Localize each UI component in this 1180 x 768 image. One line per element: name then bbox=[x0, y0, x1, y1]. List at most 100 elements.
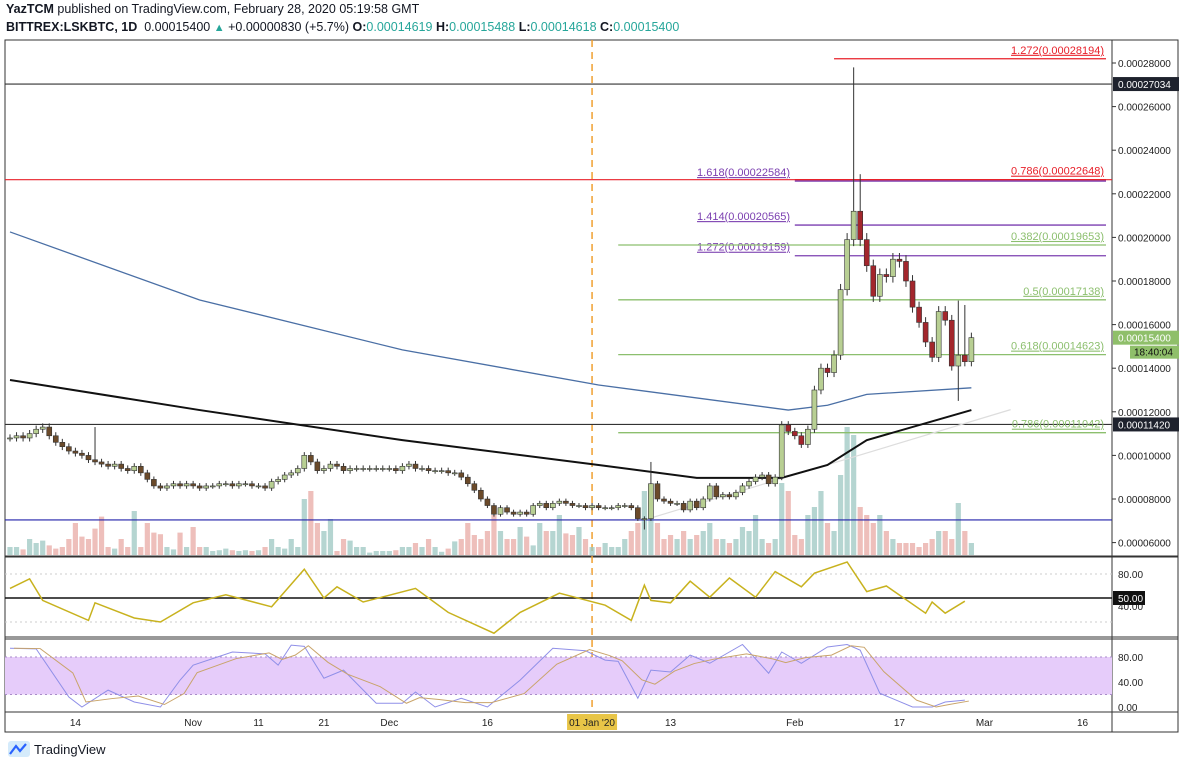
candle-body bbox=[236, 483, 242, 487]
last-price: 0.00015400 bbox=[144, 20, 211, 34]
candle-body bbox=[661, 498, 667, 502]
fib-level-label: 1.618(0.00022584) bbox=[697, 167, 790, 179]
volume-bar bbox=[883, 531, 889, 555]
candle-body bbox=[550, 503, 556, 509]
volume-bar bbox=[40, 540, 46, 555]
volume-bar bbox=[255, 550, 262, 555]
time-axis-highlight bbox=[567, 714, 618, 730]
candle-body bbox=[674, 503, 680, 505]
moving-average-blue-line bbox=[9, 231, 972, 411]
volume-bar bbox=[949, 539, 955, 555]
volume-bar bbox=[582, 539, 589, 555]
volume-bar bbox=[72, 523, 78, 555]
volume-bar bbox=[399, 547, 405, 555]
candle-body bbox=[347, 468, 353, 471]
candle-body bbox=[641, 518, 648, 520]
volume-bar bbox=[367, 552, 373, 555]
candle-body bbox=[831, 354, 837, 373]
time-axis-label: 11 bbox=[253, 718, 264, 729]
volume-bar bbox=[216, 550, 222, 555]
volume-bar bbox=[792, 535, 798, 555]
time-axis-label: Mar bbox=[976, 718, 994, 729]
volume-bar bbox=[752, 515, 759, 555]
volume-bar bbox=[589, 547, 595, 555]
fib-level-label: 0.618(0.00014623) bbox=[1011, 341, 1104, 353]
candle-body bbox=[942, 311, 949, 321]
candle-body bbox=[824, 367, 831, 373]
volume-bar bbox=[288, 539, 294, 555]
candle-body bbox=[844, 239, 850, 291]
candle-body bbox=[216, 483, 223, 487]
volume-bar bbox=[851, 435, 857, 555]
moving-average-black-line bbox=[9, 378, 972, 479]
candle-body bbox=[739, 485, 746, 493]
volume-bar bbox=[203, 547, 209, 555]
volume-bar bbox=[622, 539, 628, 555]
symbol-name: BITTREX:LSKBTC, 1D bbox=[6, 20, 138, 34]
volume-bar bbox=[425, 539, 432, 555]
volume-bar bbox=[190, 527, 196, 555]
fib-level-label: 0.786(0.00022648) bbox=[1011, 166, 1104, 178]
candle-body bbox=[909, 280, 916, 308]
volume-bar bbox=[360, 547, 366, 555]
open-label: O: bbox=[352, 20, 367, 34]
volume-bar bbox=[419, 547, 425, 555]
volume-bar bbox=[837, 475, 844, 555]
volume-bar bbox=[177, 532, 183, 555]
publish-text: published on TradingView.com, February 2… bbox=[57, 2, 420, 16]
candle-body bbox=[837, 289, 844, 356]
candle-body bbox=[805, 428, 811, 445]
tradingview-logo[interactable]: TradingView bbox=[8, 741, 106, 757]
volume-bar bbox=[314, 523, 320, 555]
level-price-tag: 0.00011420 bbox=[1118, 420, 1171, 431]
candle-body bbox=[118, 463, 124, 469]
volume-bar bbox=[681, 531, 687, 555]
symbol-info: BITTREX:LSKBTC, 1D 0.00015400 ▲ +0.00000… bbox=[6, 20, 679, 34]
volume-bar bbox=[524, 536, 530, 555]
time-axis-label: 13 bbox=[665, 718, 677, 729]
candle-body bbox=[517, 511, 523, 515]
time-axis-label: 17 bbox=[894, 718, 906, 729]
volume-bar bbox=[811, 507, 818, 555]
volume-bar bbox=[569, 535, 576, 555]
volume-bar bbox=[694, 535, 700, 555]
volume-bar bbox=[308, 491, 314, 555]
candle-body bbox=[314, 461, 321, 471]
volume-bar bbox=[746, 531, 752, 555]
candle-body bbox=[340, 465, 347, 471]
volume-bar bbox=[321, 531, 327, 555]
candle-body bbox=[667, 500, 674, 504]
candle-body bbox=[654, 483, 661, 500]
candle-body bbox=[791, 431, 798, 437]
candle-body bbox=[916, 306, 922, 323]
volume-bar bbox=[164, 547, 170, 555]
volume-bar bbox=[432, 547, 438, 555]
candle-body bbox=[281, 474, 288, 480]
candle-body bbox=[863, 239, 870, 267]
volume-bar bbox=[262, 547, 268, 555]
candle-body bbox=[726, 494, 733, 498]
candle-body bbox=[589, 505, 595, 509]
candle-body bbox=[491, 505, 497, 515]
candle-body bbox=[857, 210, 864, 240]
volume-bar bbox=[131, 511, 137, 555]
candle-body bbox=[177, 483, 183, 487]
candle-body bbox=[890, 258, 896, 277]
price-change: +0.00000830 (+5.7%) bbox=[228, 20, 350, 34]
candle-body bbox=[164, 485, 170, 489]
volume-bar bbox=[170, 549, 177, 555]
candle-body bbox=[693, 500, 700, 509]
rsi-midline-tag: 50.00 bbox=[1118, 594, 1143, 605]
candle-body bbox=[196, 485, 203, 489]
volume-bar bbox=[242, 550, 249, 555]
volume-bar bbox=[327, 519, 334, 555]
candle-body bbox=[798, 435, 805, 445]
volume-bar bbox=[916, 547, 922, 555]
fib-level-label: 1.272(0.00019159) bbox=[697, 242, 790, 254]
volume-bar bbox=[818, 491, 824, 555]
candle-body bbox=[785, 424, 792, 432]
volume-bar bbox=[465, 523, 471, 555]
candle-body bbox=[478, 489, 484, 500]
author-name[interactable]: YazTCM bbox=[6, 2, 54, 16]
